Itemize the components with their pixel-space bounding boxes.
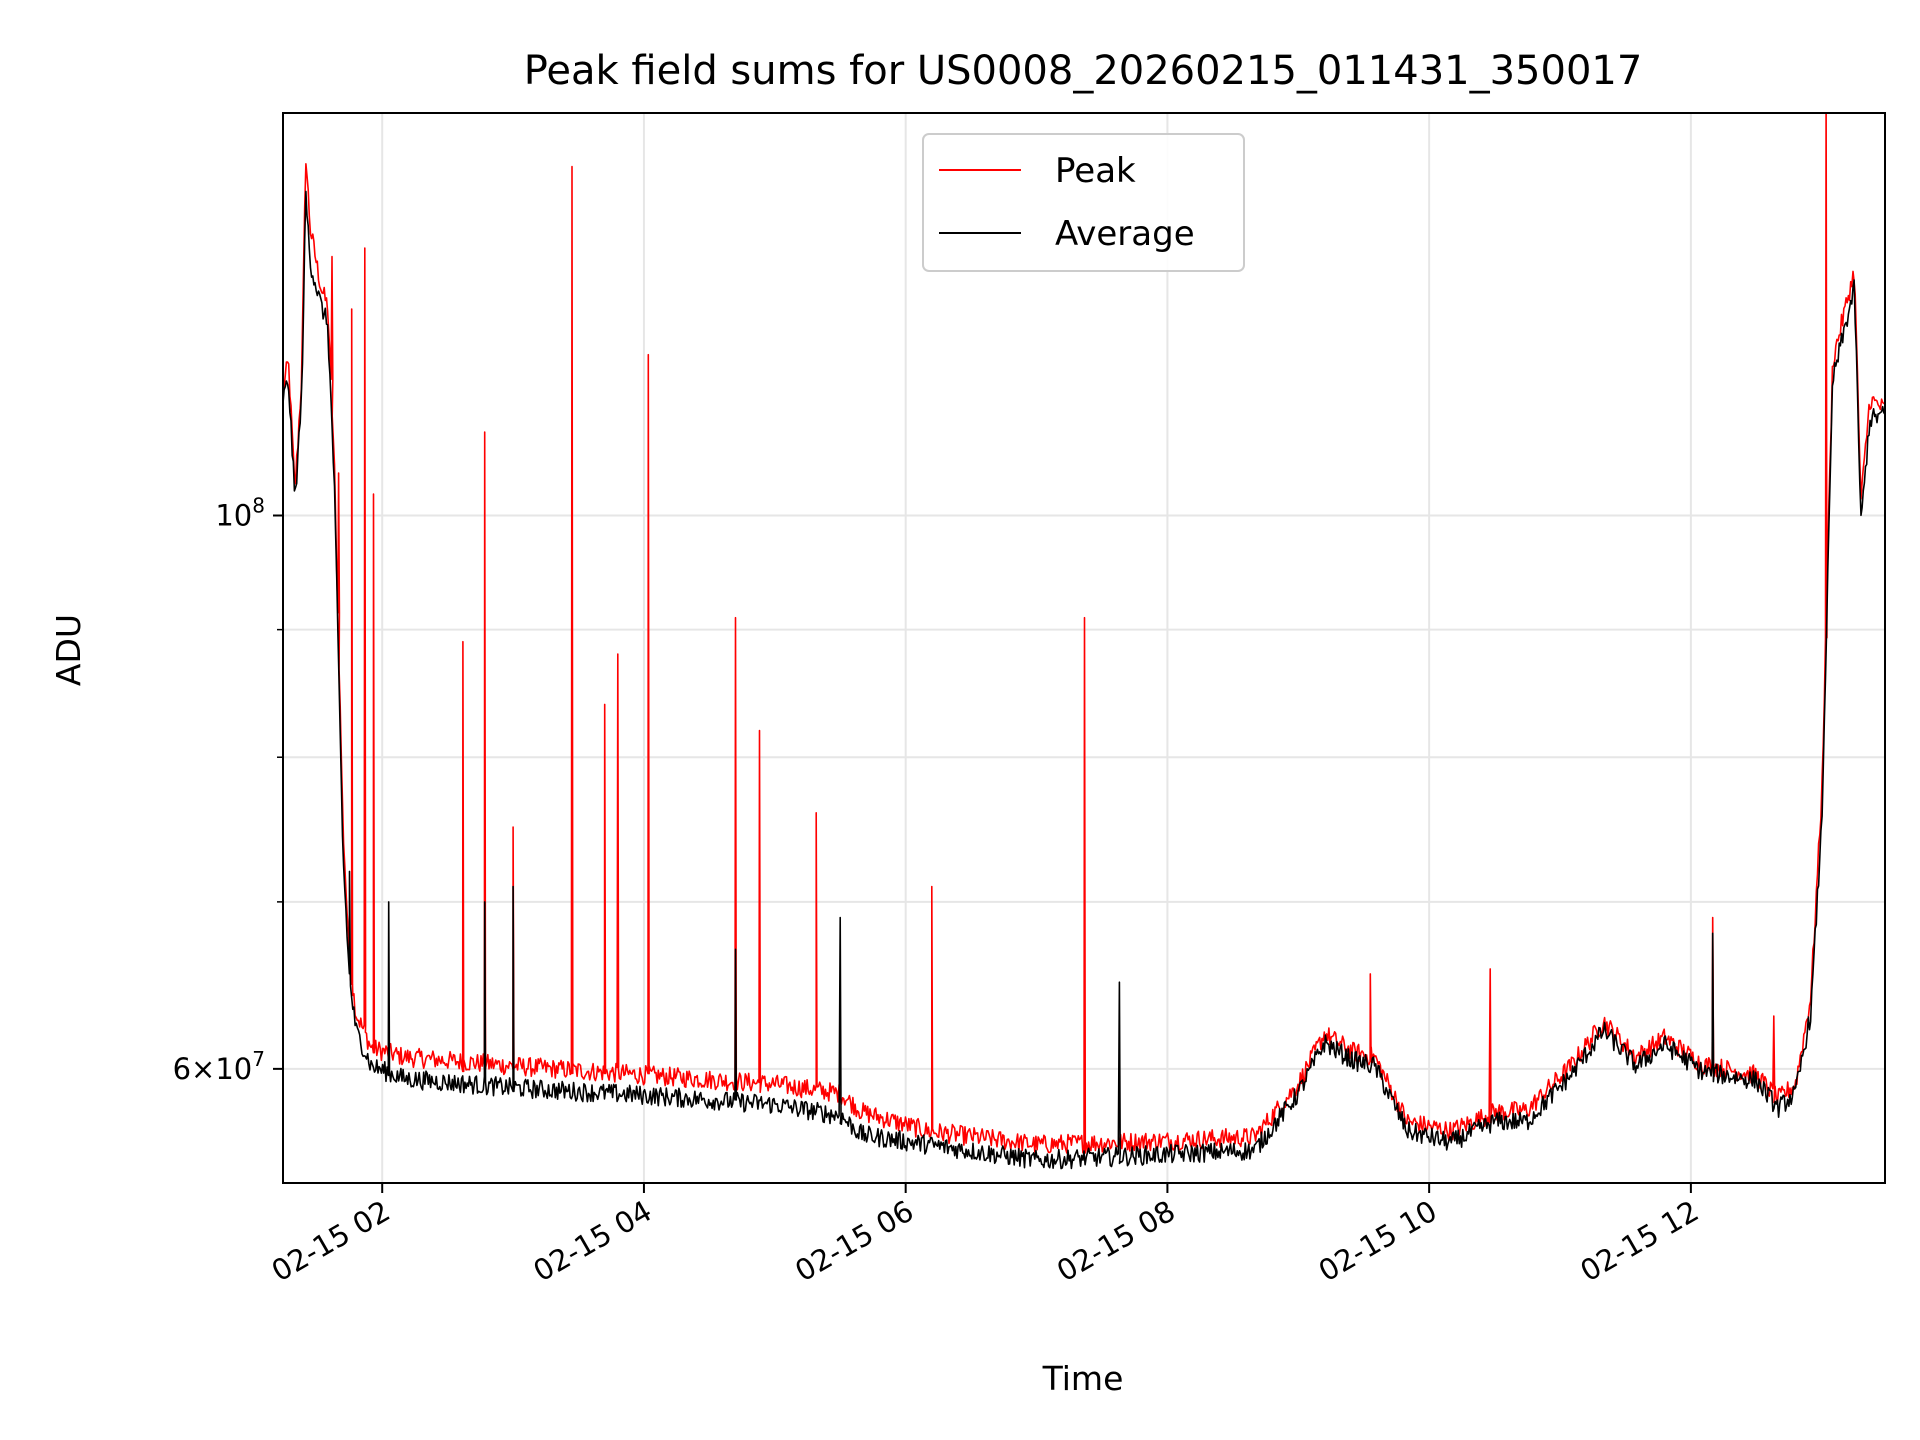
x-axis-label: Time (1042, 1359, 1124, 1398)
legend-label-peak: Peak (1055, 151, 1136, 191)
series-line-average (283, 190, 1885, 1170)
y-tick-label: 108 (215, 494, 265, 533)
legend: Peak Average (922, 133, 1245, 272)
plot-frame (282, 112, 1886, 1184)
y-axis-label: ADU (49, 614, 88, 686)
chart-title: Peak field sums for US0008_20260215_0114… (524, 48, 1643, 94)
series-line-peak (283, 113, 1885, 1154)
legend-box (922, 133, 1245, 272)
y-axis: 6×107 108 (173, 494, 283, 1086)
y-tick-label: 6×107 (173, 1047, 265, 1086)
legend-label-average: Average (1055, 214, 1195, 254)
plot-area (283, 113, 1885, 1170)
